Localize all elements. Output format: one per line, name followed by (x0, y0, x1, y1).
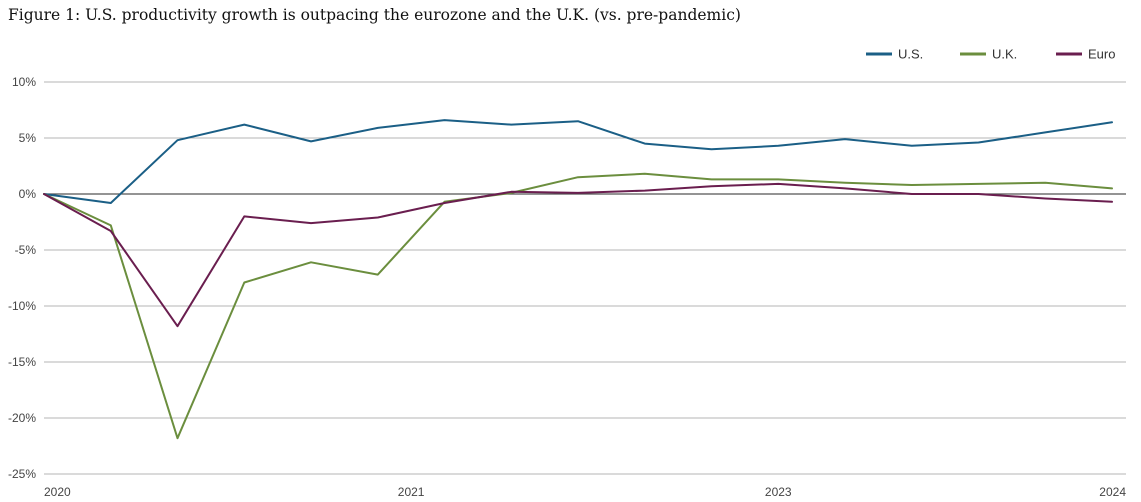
y-tick-label: -25% (8, 467, 36, 481)
y-tick-label: 0% (19, 187, 37, 201)
axes: 10% 5% 0% -5% -10% -15% -20% -25% 2020 2021 2023 20… (8, 75, 1126, 499)
chart-title: Figure 1: U.S. productivity growth is ou… (8, 6, 741, 24)
series-line-us (43, 119, 1113, 204)
legend-label: U.K. (992, 47, 1017, 62)
legend-label: U.S. (898, 47, 923, 62)
legend-item-uk: U.K. (960, 47, 1017, 62)
y-tick-label: 10% (12, 75, 36, 89)
y-tick-label: 5% (19, 131, 37, 145)
legend-item-euro: Euro (1056, 47, 1115, 62)
x-tick-label: 2023 (765, 485, 792, 499)
x-tick-label: 2024 (1099, 485, 1126, 499)
x-tick-label: 2020 (44, 485, 71, 499)
y-tick-label: -15% (8, 355, 36, 369)
y-tick-label: -20% (8, 411, 36, 425)
series-lines (43, 119, 1113, 440)
y-tick-label: -5% (15, 243, 37, 257)
x-tick-label: 2021 (398, 485, 425, 499)
series-line-uk (43, 172, 1113, 440)
legend-item-us: U.S. (866, 47, 923, 62)
series-line-euro (43, 182, 1113, 328)
legend: U.S. U.K. Euro (866, 47, 1115, 62)
legend-label: Euro (1088, 47, 1115, 62)
y-tick-label: -10% (8, 299, 36, 313)
